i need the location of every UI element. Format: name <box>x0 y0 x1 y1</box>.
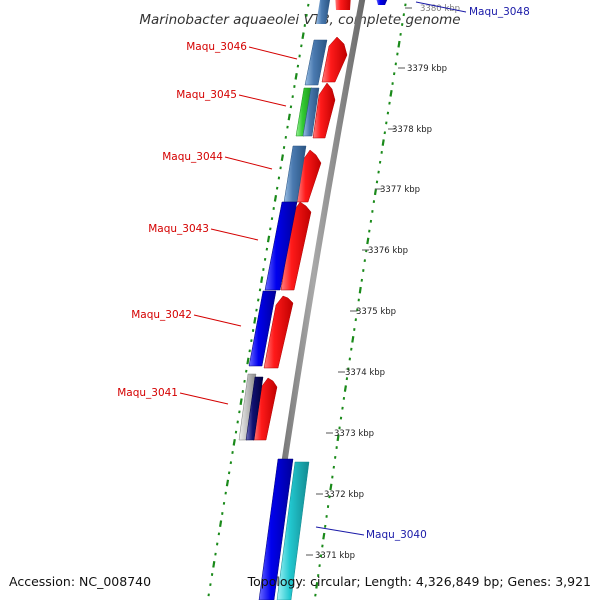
gc-tick <box>225 479 230 487</box>
gc-tick <box>227 471 231 475</box>
kbp-label: 3378 kbp <box>392 125 432 135</box>
map-title: Marinobacter aquaeolei VT8, complete gen… <box>139 12 460 28</box>
gc-tick <box>289 105 293 109</box>
feature-block <box>248 290 277 367</box>
gc-tick <box>282 146 286 149</box>
gc-tick <box>366 237 370 245</box>
gc-tick <box>300 44 303 48</box>
gc-tick <box>351 336 355 343</box>
gc-tick <box>260 276 264 283</box>
feature-block <box>264 201 298 291</box>
gene-label[interactable]: Maqu_3046 <box>186 41 247 53</box>
feature-block <box>316 0 330 24</box>
gc-tick <box>231 451 234 454</box>
gc-tick <box>397 40 401 48</box>
gc-tick <box>266 235 271 243</box>
gc-tick <box>315 582 319 589</box>
genome-summary: Topology: circular; Length: 4,326,849 bp… <box>247 574 591 589</box>
kbp-label: 3375 kbp <box>356 307 396 317</box>
gc-tick <box>273 195 278 202</box>
gene-label[interactable]: Maqu_3045 <box>176 89 237 101</box>
gc-tick <box>381 139 385 146</box>
outer-gc-track <box>314 3 407 597</box>
feature-arrow <box>321 36 348 83</box>
reverse-strand-features <box>238 0 330 600</box>
feature-block <box>258 458 294 600</box>
feature-block <box>376 0 388 5</box>
kbp-label: 3380 kbp <box>420 4 460 14</box>
kbp-label: 3373 kbp <box>334 429 374 439</box>
gc-tick <box>265 247 269 251</box>
feature-block <box>245 376 264 441</box>
kbp-label: 3372 kbp <box>324 490 364 500</box>
gc-tick <box>246 357 250 365</box>
gc-tick <box>257 298 260 302</box>
gene-label[interactable]: Maqu_3041 <box>117 387 178 399</box>
feature-arrow <box>252 377 278 441</box>
gc-tick <box>219 520 223 527</box>
gc-tick <box>358 286 362 294</box>
gc-tick <box>280 154 284 161</box>
feature-arrow <box>263 295 294 369</box>
gc-tick <box>301 32 305 39</box>
gc-tick <box>329 483 333 491</box>
gc-tick <box>287 113 291 121</box>
kbp-label: 3377 kbp <box>380 185 420 195</box>
forward-strand-features <box>252 0 351 441</box>
feature-block <box>302 87 320 137</box>
gene-labels: Maqu_3046 Maqu_3045 Maqu_3044 Maqu_3043 … <box>117 1 530 541</box>
gc-tick <box>239 398 243 405</box>
kbp-label: 3376 kbp <box>368 246 408 256</box>
feature-arrow <box>335 0 351 10</box>
gc-tick <box>389 90 393 97</box>
gc-tick <box>245 369 248 373</box>
gene-label[interactable]: Maqu_3044 <box>162 151 223 163</box>
gc-tick <box>212 561 216 568</box>
kbp-ticks: 3380 kbp 3379 kbp 3378 kbp 3377 kbp 3376… <box>306 4 460 561</box>
gc-tick <box>253 317 257 324</box>
accession-label: Accession: NC_008740 <box>9 574 151 589</box>
gc-tick <box>336 434 340 442</box>
gc-tick <box>243 379 246 383</box>
gene-label[interactable]: Maqu_3042 <box>131 309 192 321</box>
gc-tick <box>307 3 310 7</box>
gc-tick <box>232 439 236 446</box>
kbp-label: 3374 kbp <box>345 368 385 378</box>
gene-label[interactable]: Maqu_3040 <box>366 529 427 541</box>
gc-tick <box>294 73 298 80</box>
gene-label[interactable]: Maqu_3048 <box>469 6 530 18</box>
gc-tick <box>373 188 378 196</box>
kbp-label: 3371 kbp <box>315 551 355 561</box>
feature-arrow <box>312 82 336 139</box>
gc-tick <box>343 385 347 392</box>
feature-block <box>304 39 328 86</box>
gc-tick <box>275 186 279 190</box>
gc-tick <box>229 461 233 465</box>
gc-tick <box>322 532 326 540</box>
gc-tick <box>305 13 308 17</box>
kbp-label: 3379 kbp <box>407 64 447 74</box>
gene-label[interactable]: Maqu_3043 <box>148 223 209 235</box>
inner-gc-track <box>207 3 310 597</box>
feature-block <box>276 461 310 600</box>
